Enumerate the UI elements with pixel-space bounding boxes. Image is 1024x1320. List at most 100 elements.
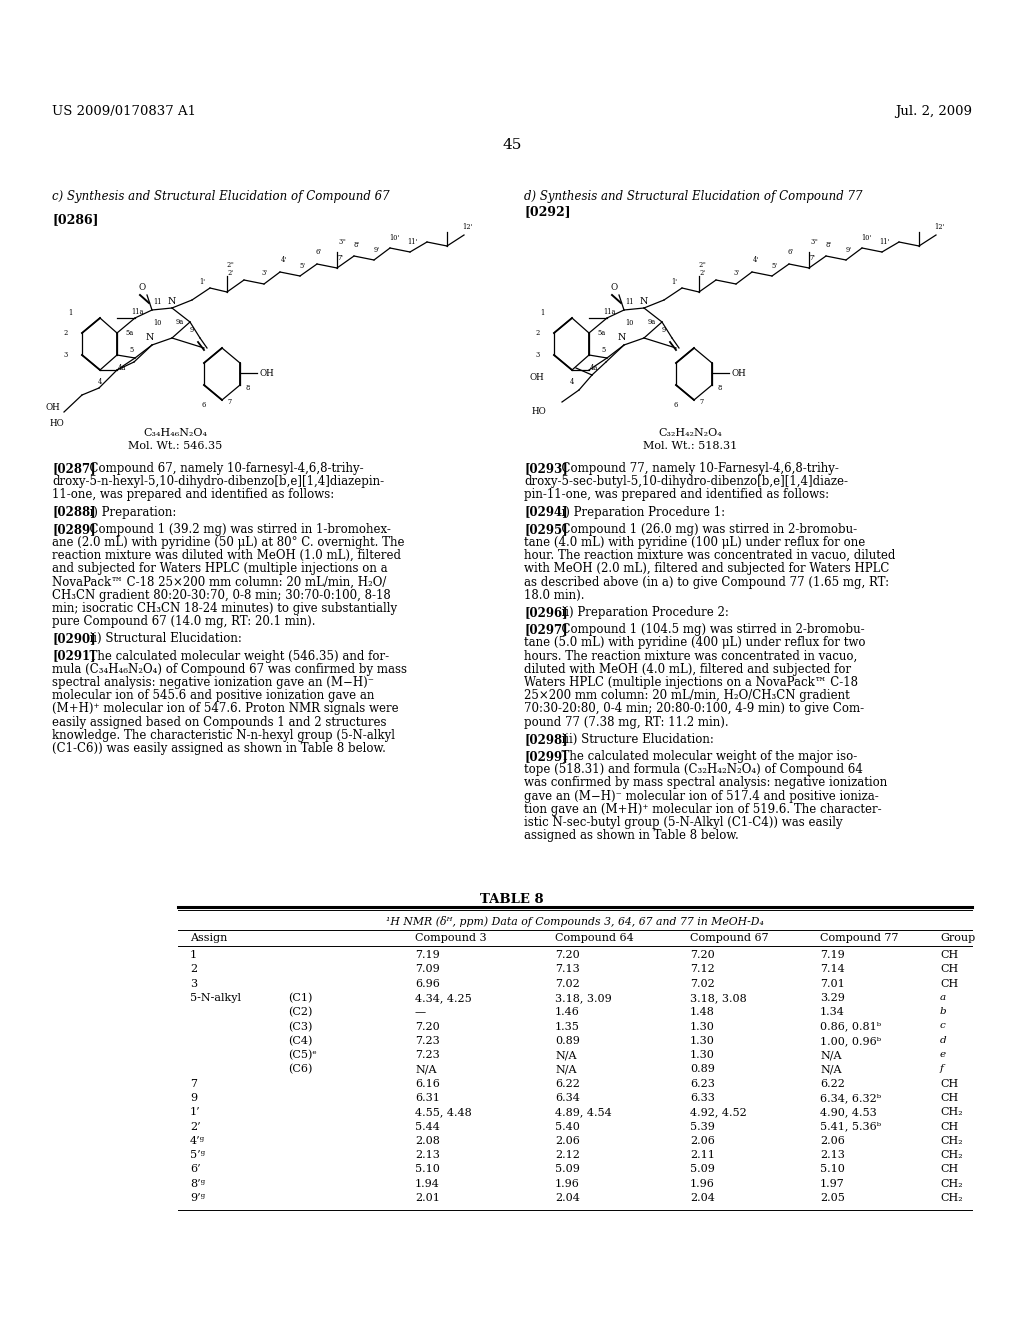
Text: 2: 2 (190, 965, 198, 974)
Text: 5: 5 (602, 346, 606, 354)
Text: 7.09: 7.09 (415, 965, 439, 974)
Text: 11a: 11a (603, 308, 615, 315)
Text: (C4): (C4) (288, 1036, 312, 1047)
Text: Compound 3: Compound 3 (415, 933, 486, 942)
Text: iii) Structure Elucidation:: iii) Structure Elucidation: (554, 733, 714, 746)
Text: 2’: 2’ (190, 1122, 201, 1131)
Text: 1': 1' (671, 279, 677, 286)
Text: 4': 4' (281, 256, 287, 264)
Text: CH₂: CH₂ (940, 1193, 963, 1203)
Text: min; isocratic CH₃CN 18-24 minutes) to give substantially: min; isocratic CH₃CN 18-24 minutes) to g… (52, 602, 397, 615)
Text: 7: 7 (228, 399, 232, 407)
Text: 2.01: 2.01 (415, 1193, 440, 1203)
Text: C₃₂H₄₂N₂O₄: C₃₂H₄₂N₂O₄ (658, 428, 722, 438)
Text: (C6): (C6) (288, 1064, 312, 1074)
Text: 1.35: 1.35 (555, 1022, 580, 1031)
Text: 3'': 3'' (810, 238, 818, 246)
Text: 7.01: 7.01 (820, 978, 845, 989)
Text: spectral analysis: negative ionization gave an (M−H)⁻: spectral analysis: negative ionization g… (52, 676, 374, 689)
Text: 9': 9' (846, 246, 852, 253)
Text: 5: 5 (130, 346, 134, 354)
Text: 10': 10' (389, 234, 399, 242)
Text: 45: 45 (503, 139, 521, 152)
Text: Mol. Wt.: 546.35: Mol. Wt.: 546.35 (128, 441, 222, 451)
Text: [0288]: [0288] (52, 506, 95, 519)
Text: 5.41, 5.36ᵇ: 5.41, 5.36ᵇ (820, 1122, 881, 1131)
Text: N/A: N/A (415, 1064, 436, 1074)
Text: 7.13: 7.13 (555, 965, 580, 974)
Text: N/A: N/A (555, 1051, 577, 1060)
Text: 5.09: 5.09 (555, 1164, 580, 1175)
Text: 2: 2 (536, 329, 540, 337)
Text: droxy-5-n-hexyl-5,10-dihydro-dibenzo[b,e][1,4]diazepin-: droxy-5-n-hexyl-5,10-dihydro-dibenzo[b,e… (52, 475, 384, 488)
Text: easily assigned based on Compounds 1 and 2 structures: easily assigned based on Compounds 1 and… (52, 715, 386, 729)
Text: 6.96: 6.96 (415, 978, 440, 989)
Text: HO: HO (49, 418, 63, 428)
Text: N/A: N/A (555, 1064, 577, 1074)
Text: 1.30: 1.30 (690, 1051, 715, 1060)
Text: tion gave an (M+H)⁺ molecular ion of 519.6. The character-: tion gave an (M+H)⁺ molecular ion of 519… (524, 803, 882, 816)
Text: US 2009/0170837 A1: US 2009/0170837 A1 (52, 106, 196, 117)
Text: 8’ᵍ: 8’ᵍ (190, 1179, 205, 1189)
Text: Compound 1 (104.5 mg) was stirred in 2-bromobu-: Compound 1 (104.5 mg) was stirred in 2-b… (554, 623, 864, 636)
Text: 1.48: 1.48 (690, 1007, 715, 1018)
Text: i) Preparation Procedure 1:: i) Preparation Procedure 1: (554, 506, 725, 519)
Text: b: b (940, 1007, 946, 1016)
Text: [0289]: [0289] (52, 523, 95, 536)
Text: N: N (617, 334, 627, 342)
Text: N: N (168, 297, 176, 306)
Text: 5’ᵍ: 5’ᵍ (190, 1150, 205, 1160)
Text: 11': 11' (879, 238, 889, 246)
Text: ii) Structural Elucidation:: ii) Structural Elucidation: (82, 632, 242, 645)
Text: 2.13: 2.13 (415, 1150, 440, 1160)
Text: 2.06: 2.06 (690, 1137, 715, 1146)
Text: 11': 11' (407, 238, 417, 246)
Text: CH₂: CH₂ (940, 1137, 963, 1146)
Text: istic N-sec-butyl group (5-N-Alkyl (C1-C4)) was easily: istic N-sec-butyl group (5-N-Alkyl (C1-C… (524, 816, 843, 829)
Text: 2'': 2'' (226, 261, 233, 269)
Text: 0.89: 0.89 (555, 1036, 580, 1045)
Text: The calculated molecular weight of the major iso-: The calculated molecular weight of the m… (554, 750, 857, 763)
Text: 4a: 4a (118, 364, 126, 372)
Text: 5.10: 5.10 (415, 1164, 440, 1175)
Text: Compound 64: Compound 64 (555, 933, 634, 942)
Text: O: O (610, 282, 617, 292)
Text: Group: Group (940, 933, 975, 942)
Text: CH₂: CH₂ (940, 1107, 963, 1117)
Text: 2.04: 2.04 (555, 1193, 580, 1203)
Text: Compound 77: Compound 77 (820, 933, 898, 942)
Text: 2.13: 2.13 (820, 1150, 845, 1160)
Text: 2.12: 2.12 (555, 1150, 580, 1160)
Text: 8': 8' (354, 242, 360, 249)
Text: N/A: N/A (820, 1051, 842, 1060)
Text: 5.44: 5.44 (415, 1122, 440, 1131)
Text: CH₂: CH₂ (940, 1150, 963, 1160)
Text: 4.55, 4.48: 4.55, 4.48 (415, 1107, 472, 1117)
Text: pound 77 (7.38 mg, RT: 11.2 min).: pound 77 (7.38 mg, RT: 11.2 min). (524, 715, 729, 729)
Text: tane (5.0 mL) with pyridine (400 μL) under reflux for two: tane (5.0 mL) with pyridine (400 μL) und… (524, 636, 865, 649)
Text: 9a: 9a (648, 318, 656, 326)
Text: 11a: 11a (131, 308, 143, 315)
Text: i) Preparation:: i) Preparation: (82, 506, 176, 519)
Text: OH: OH (732, 368, 746, 378)
Text: 7.23: 7.23 (415, 1036, 439, 1045)
Text: 2: 2 (63, 329, 69, 337)
Text: 5.10: 5.10 (820, 1164, 845, 1175)
Text: N: N (640, 297, 648, 306)
Text: 7.23: 7.23 (415, 1051, 439, 1060)
Text: as described above (in a) to give Compound 77 (1.65 mg, RT:: as described above (in a) to give Compou… (524, 576, 889, 589)
Text: 12': 12' (462, 223, 472, 231)
Text: 4’ᵍ: 4’ᵍ (190, 1137, 205, 1146)
Text: hour. The reaction mixture was concentrated in vacuo, diluted: hour. The reaction mixture was concentra… (524, 549, 895, 562)
Text: OH: OH (45, 404, 60, 412)
Text: 6.34, 6.32ᵇ: 6.34, 6.32ᵇ (820, 1093, 881, 1104)
Text: e: e (940, 1051, 946, 1059)
Text: [0298]: [0298] (524, 733, 567, 746)
Text: 4.89, 4.54: 4.89, 4.54 (555, 1107, 611, 1117)
Text: 6.16: 6.16 (415, 1078, 440, 1089)
Text: 6: 6 (674, 401, 678, 409)
Text: 9': 9' (374, 246, 380, 253)
Text: Compound 1 (26.0 mg) was stirred in 2-bromobu-: Compound 1 (26.0 mg) was stirred in 2-br… (554, 523, 857, 536)
Text: 7.02: 7.02 (690, 978, 715, 989)
Text: 3.18, 3.09: 3.18, 3.09 (555, 993, 611, 1003)
